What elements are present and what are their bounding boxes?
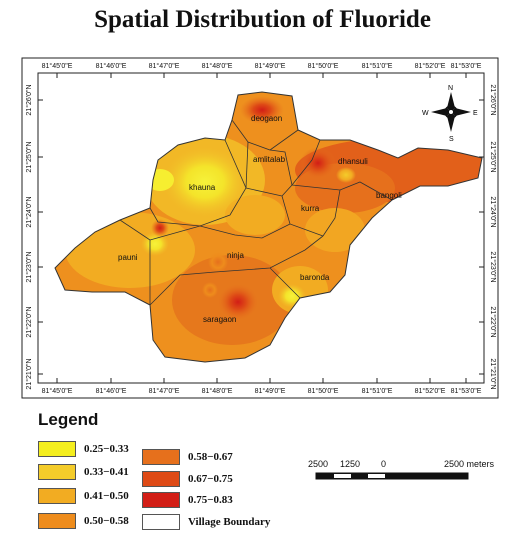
compass-e: E [473,110,478,117]
left-tick-label: 21°26'0"N [25,84,33,115]
village-label-baronda: baronda [300,273,330,282]
village-boundaries [119,119,393,306]
legend-item: Village Boundary [142,513,270,531]
bottom-tick-label: 81°53'0"E [451,387,482,395]
legend-item: 0.58−0.67 [142,448,233,466]
legend-label: 0.58−0.67 [188,451,233,463]
legend-title: Legend [38,410,99,429]
top-tick-label: 81°53'0"E [451,62,482,70]
right-tick-label: 21°23'0"N [489,251,497,282]
legend-swatch [142,471,180,487]
legend-label: 0.67−0.75 [188,473,233,485]
top-tick-label: 81°46'0"E [96,62,127,70]
scale-label-1250: 1250 [340,459,361,469]
right-tick-label: 21°26'0"N [489,84,497,115]
map-title: Spatial Distribution of Fluoride [94,6,431,33]
bottom-tick-label: 81°49'0"E [255,387,286,395]
legend-label: 0.41−0.50 [84,490,129,502]
bottom-tick-label: 81°48'0"E [202,387,233,395]
left-tick-label: 21°25'0"N [25,141,33,172]
scale-label-0: 0 [381,459,387,469]
village-label-dhansuli: dhansuli [338,157,368,166]
map-outer-frame [21,57,499,399]
bottom-tick-label: 81°46'0"E [96,387,127,395]
top-tick-label: 81°49'0"E [255,62,286,70]
left-tick-label: 21°21'0"N [25,358,33,389]
top-tick-label: 81°50'0"E [308,62,339,70]
top-tick-label: 81°52'0"E [415,62,446,70]
legend-swatch [38,488,76,504]
legend-swatch [142,492,180,508]
legend-item: 0.67−0.75 [142,470,233,488]
left-tick-label: 21°23'0"N [25,251,33,282]
compass-n: N [448,85,453,92]
village-label-khauna: khauna [189,183,216,192]
tick-marks [38,73,484,383]
legend-swatch [142,449,180,465]
legend-label: 0.75−0.83 [188,494,233,506]
legend-swatch [38,441,76,457]
legend-swatch [38,513,76,529]
legend-swatch [38,464,76,480]
top-tick-label: 81°51'0"E [362,62,393,70]
fluoride-surface [55,92,482,362]
scale-label-2500-meters: 2500 meters [444,459,495,469]
bottom-tick-label: 81°50'0"E [308,387,339,395]
top-tick-label: 81°47'0"E [149,62,180,70]
scale-bar [315,472,469,480]
top-tick-label: 81°45'0"E [42,62,73,70]
compass-s: S [449,136,454,143]
village-label-saragaon: saragaon [203,315,236,324]
left-tick-label: 21°24'0"N [25,196,33,227]
right-tick-label: 21°25'0"N [489,141,497,172]
legend-item: 0.50−0.58 [38,512,129,530]
legend-item: 0.75−0.83 [142,491,233,509]
bottom-tick-label: 81°47'0"E [149,387,180,395]
legend-item: 0.25−0.33 [38,440,129,458]
north-arrow-icon: N S E W [422,85,478,143]
right-tick-label: 21°24'0"N [489,196,497,227]
village-label-amlitalab: amlitalab [253,155,286,164]
village-label-kurra: kurra [301,204,320,213]
bottom-tick-label: 81°51'0"E [362,387,393,395]
legend-label: 0.50−0.58 [84,515,129,527]
top-tick-label: 81°48'0"E [202,62,233,70]
scale-label-2500-left: 2500 [308,459,329,469]
bottom-tick-label: 81°45'0"E [42,387,73,395]
tick-labels: 81°45'0"E 81°46'0"E 81°47'0"E 81°48'0"E 81°4… [25,62,497,395]
study-area-boundary [54,91,483,363]
village-label-bangoli: bangoli [376,191,402,200]
legend-label: 0.33−0.41 [84,466,129,478]
legend-swatch [142,514,180,530]
map-inner-frame [37,72,485,384]
village-label-ninja: ninja [227,251,244,260]
legend-label: 0.25−0.33 [84,443,129,455]
village-label-deogaon: deogaon [251,114,282,123]
compass-w: W [422,110,429,117]
bottom-tick-label: 81°52'0"E [415,387,446,395]
legend-item: 0.41−0.50 [38,487,129,505]
village-label-pauni: pauni [118,253,138,262]
legend-item: 0.33−0.41 [38,463,129,481]
legend-label: Village Boundary [188,516,271,528]
right-tick-label: 21°22'0"N [489,306,497,337]
left-tick-label: 21°22'0"N [25,306,33,337]
right-tick-label: 21°21'0"N [489,358,497,389]
